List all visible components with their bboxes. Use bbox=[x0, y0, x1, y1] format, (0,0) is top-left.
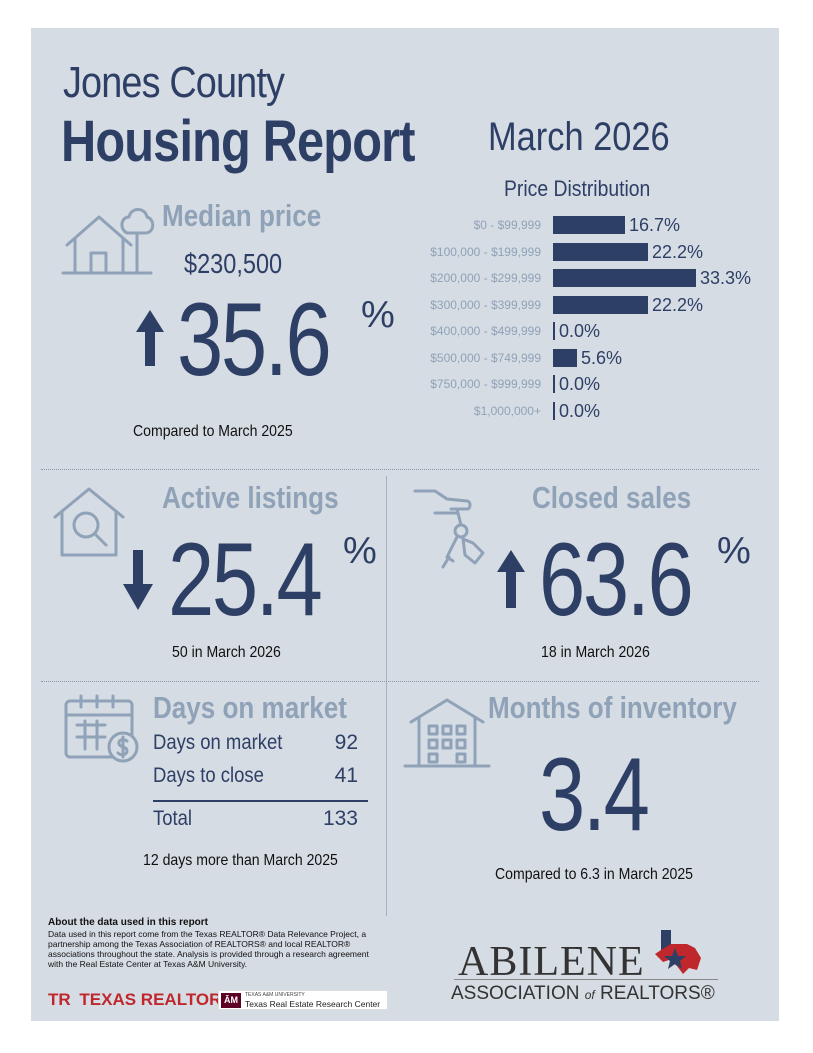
tamu-logo: ĀM TEXAS A&M UNIVERSITY Texas Real Estat… bbox=[218, 990, 388, 1010]
chart-row: $200,000 - $299,999 33.3% bbox=[31, 268, 779, 288]
county-title: Jones County bbox=[63, 58, 285, 107]
about-title: About the data used in this report bbox=[48, 917, 209, 928]
arrow-up-icon bbox=[136, 310, 164, 366]
chart-row: $500,000 - $749,999 5.6% bbox=[31, 348, 779, 368]
report-panel: Jones County Housing Report March 2026 M… bbox=[31, 28, 779, 1021]
chart-bar bbox=[553, 242, 648, 261]
chart-category-label: $750,000 - $999,999 bbox=[430, 377, 541, 391]
chart-row: $300,000 - $399,999 22.2% bbox=[31, 295, 779, 315]
chart-value-label: 33.3% bbox=[700, 268, 752, 288]
row-label: Days to close bbox=[153, 764, 264, 787]
months-inventory-note: Compared to 6.3 in March 2025 bbox=[495, 866, 694, 883]
association-of: of bbox=[584, 988, 595, 1002]
closed-sales-pct-sign: % bbox=[717, 530, 751, 572]
association-post: REALTORS® bbox=[600, 983, 715, 1004]
price-distribution-chart: $0 - $99,999 16.7% $100,000 - $199,999 22.2… bbox=[31, 28, 779, 448]
chart-row: $100,000 - $199,999 22.2% bbox=[31, 242, 779, 262]
closed-sales-change: 63.6 bbox=[539, 522, 694, 638]
chart-value-label: 22.2% bbox=[652, 294, 704, 315]
months-inventory-value: 3.4 bbox=[539, 737, 650, 853]
association-wordmark: ASSOCIATION of REALTORS® bbox=[451, 983, 715, 1005]
chart-category-label: $0 - $99,999 bbox=[473, 218, 541, 232]
report-title: Housing Report bbox=[61, 109, 415, 174]
closed-sales-title: Closed sales bbox=[532, 480, 692, 515]
chart-bar bbox=[553, 401, 555, 420]
chart-bar bbox=[553, 322, 555, 340]
chart-category-label: $300,000 - $399,999 bbox=[430, 297, 541, 312]
chart-category-label: $500,000 - $749,999 bbox=[430, 350, 541, 365]
chart-value-label: 22.2% bbox=[652, 241, 704, 262]
chart-value-label: 0.0% bbox=[559, 400, 601, 421]
closed-sales-note: 18 in March 2026 bbox=[541, 644, 650, 661]
row-value: 92 bbox=[334, 731, 358, 754]
house-search-icon bbox=[53, 487, 125, 557]
median-price-pct-sign: % bbox=[361, 294, 395, 336]
row-label: Days on market bbox=[153, 731, 283, 754]
calendar-dollar-icon bbox=[64, 694, 139, 763]
chart-title: Price Distribution bbox=[504, 176, 651, 201]
active-listings-change: 25.4 bbox=[168, 522, 323, 638]
hand-keys-icon bbox=[413, 489, 485, 569]
texas-realtors-wordmark: TEXAS REALTORS bbox=[79, 990, 233, 1009]
total-value: 133 bbox=[322, 807, 358, 830]
chart-bar bbox=[553, 295, 648, 314]
active-listings-pct-sign: % bbox=[343, 530, 377, 572]
house-tree-icon bbox=[61, 208, 155, 275]
chart-category-label: $400,000 - $499,999 bbox=[430, 324, 541, 338]
about-text: Data used in this report come from the T… bbox=[48, 929, 369, 969]
total-rule bbox=[153, 800, 368, 802]
total-label: Total bbox=[153, 807, 193, 830]
chart-value-label: 0.0% bbox=[559, 374, 601, 394]
arrow-up-icon bbox=[497, 550, 525, 608]
report-period: March 2026 bbox=[488, 115, 670, 159]
active-listings-title: Active listings bbox=[162, 480, 339, 515]
chart-row: $750,000 - $999,999 0.0% bbox=[31, 374, 779, 394]
abilene-wordmark: ABILENE bbox=[458, 939, 645, 985]
days-on-market-title: Days on market bbox=[153, 690, 347, 725]
arrow-down-icon bbox=[123, 550, 153, 610]
active-listings-note: 50 in March 2026 bbox=[172, 644, 281, 661]
chart-row: $0 - $99,999 16.7% bbox=[31, 215, 779, 235]
chart-bar bbox=[553, 375, 555, 393]
tamu-mark: ĀM bbox=[221, 993, 241, 1008]
tamu-center: Texas Real Estate Research Center bbox=[245, 999, 381, 1009]
texas-flag-icon bbox=[655, 930, 701, 974]
chart-bar bbox=[553, 348, 577, 367]
chart-bar bbox=[553, 216, 625, 234]
apartment-building-icon bbox=[403, 698, 491, 768]
median-price-value: $230,500 bbox=[184, 248, 283, 279]
chart-value-label: 5.6% bbox=[581, 347, 623, 368]
chart-row: $1,000,000+ 0.0% bbox=[31, 401, 779, 421]
median-price-change: 35.6 bbox=[177, 282, 332, 398]
abilene-rule bbox=[454, 979, 718, 980]
chart-category-label: $1,000,000+ bbox=[473, 403, 541, 418]
chart-value-label: 16.7% bbox=[629, 215, 681, 235]
median-price-note: Compared to March 2025 bbox=[133, 423, 293, 440]
row-value: 41 bbox=[334, 764, 358, 787]
chart-category-label: $100,000 - $199,999 bbox=[430, 244, 541, 259]
chart-value-label: 0.0% bbox=[559, 321, 601, 341]
texas-realtors-logo: TR TEXAS REALTORS bbox=[48, 990, 233, 1010]
texas-realtors-mark: TR bbox=[48, 990, 71, 1009]
days-on-market-note: 12 days more than March 2025 bbox=[143, 852, 338, 869]
divider-horizontal bbox=[41, 681, 759, 682]
months-inventory-title: Months of inventory bbox=[488, 690, 737, 725]
tamu-university: TEXAS A&M UNIVERSITY bbox=[245, 992, 305, 998]
median-price-title: Median price bbox=[162, 198, 322, 233]
divider-vertical bbox=[386, 476, 387, 916]
chart-bar bbox=[553, 269, 696, 287]
association-pre: ASSOCIATION bbox=[451, 983, 580, 1004]
chart-category-label: $200,000 - $299,999 bbox=[430, 271, 541, 285]
chart-row: $400,000 - $499,999 0.0% bbox=[31, 321, 779, 341]
divider-horizontal bbox=[41, 469, 759, 470]
